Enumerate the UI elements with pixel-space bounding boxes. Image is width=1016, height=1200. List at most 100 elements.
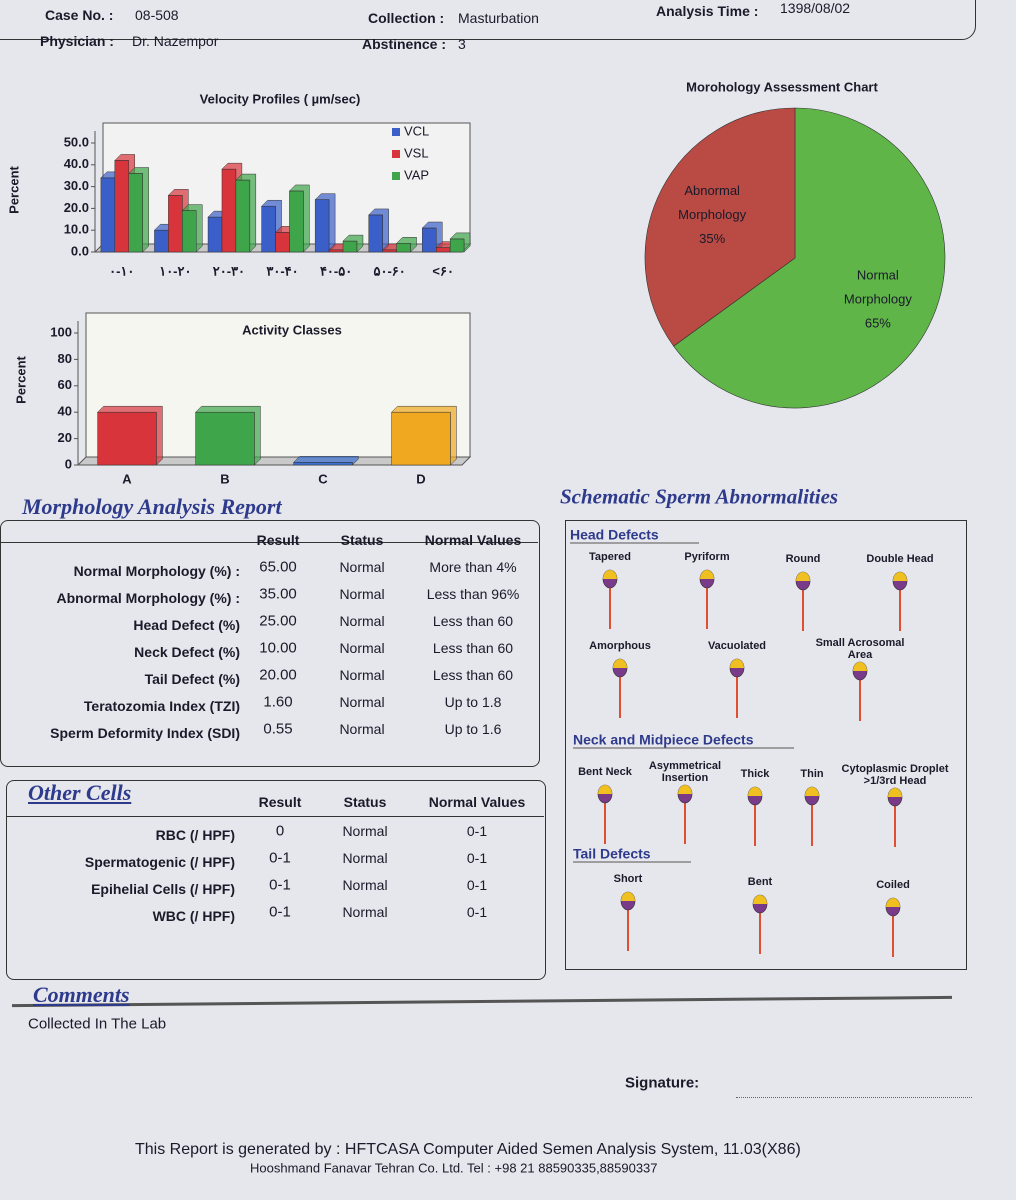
- result: 0-1: [269, 849, 291, 867]
- normal-value: More than 4%: [429, 559, 517, 575]
- sperm-acrosome: [598, 785, 612, 794]
- legend-swatch: [392, 172, 400, 180]
- bar: [235, 179, 251, 253]
- bar-depth: [342, 234, 364, 253]
- value: 08-508: [135, 7, 179, 23]
- column-header: Result: [258, 794, 302, 810]
- sperm-acrosome: [678, 785, 692, 794]
- morphology-box: [0, 520, 540, 767]
- status: Normal: [342, 823, 388, 839]
- value: 3: [458, 36, 466, 52]
- item-label: Bent: [747, 876, 773, 888]
- result: 25.00: [259, 612, 297, 630]
- item-label: Asymmetrical Insertion: [648, 760, 722, 784]
- pie-value-label: 35%: [699, 231, 725, 246]
- bar-depth: [288, 184, 310, 253]
- item-label: Double Head: [866, 553, 934, 565]
- pie-slice: [673, 107, 946, 409]
- y-tick-label: 100: [50, 324, 72, 339]
- y-tick-label: 80: [58, 351, 72, 366]
- column-header: Status: [343, 794, 387, 810]
- status: Normal: [339, 613, 385, 629]
- y-tick-label: 40.0: [64, 156, 89, 171]
- section-heading: Tail Defects: [573, 846, 691, 863]
- normal-value: Less than 60: [432, 640, 514, 656]
- y-tick-label: 0.0: [71, 243, 89, 258]
- item-label: Vacuolated: [707, 640, 767, 652]
- x-tick-label: ۲۰-۳۰: [213, 263, 245, 278]
- section-title: Morphology Analysis Report: [22, 494, 282, 519]
- value: Masturbation: [458, 10, 539, 26]
- y-tick-label: 60: [58, 377, 72, 392]
- bar-depth: [396, 237, 417, 253]
- bar: [154, 229, 169, 253]
- sperm-acrosome: [748, 787, 762, 796]
- item-label: Cytoplasmic Droplet >1/3rd Head: [841, 763, 949, 787]
- status: Normal: [339, 559, 385, 575]
- status: Normal: [339, 694, 385, 710]
- y-axis-label: Percent: [6, 165, 21, 213]
- result: 20.00: [259, 666, 297, 684]
- bar: [275, 232, 290, 253]
- bar: [114, 160, 129, 253]
- x-tick-label: C: [318, 471, 328, 486]
- column-header: Status: [340, 532, 384, 548]
- y-tick-label: 20: [58, 430, 72, 445]
- pie-value-label: 65%: [865, 316, 891, 331]
- table-rule: [6, 816, 544, 817]
- value: Dr. Nazempor: [132, 33, 219, 49]
- item-label: Small Acrosomal Area: [815, 637, 905, 661]
- bar: [182, 210, 197, 253]
- legend-label: VCL: [404, 123, 429, 138]
- bar: [328, 249, 344, 253]
- x-tick-label: ۴۰-۵۰: [320, 263, 352, 278]
- schematic-box: [565, 520, 967, 970]
- bar: [221, 168, 237, 253]
- bar-depth: [235, 173, 257, 253]
- sperm-acrosome: [893, 572, 907, 581]
- bar: [289, 190, 304, 253]
- item-label: Amorphous: [589, 640, 651, 652]
- row-label: Sperm Deformity Index (SDI): [50, 725, 240, 741]
- item-label: Thick: [740, 768, 770, 780]
- label: Collection :: [368, 10, 445, 26]
- status: Normal: [339, 721, 385, 737]
- label: Abstinence :: [362, 36, 447, 52]
- bar: [100, 177, 116, 253]
- bar-depth: [449, 232, 471, 253]
- bar: [261, 205, 276, 253]
- normal-value: 0-1: [466, 904, 488, 920]
- bar: [128, 173, 143, 253]
- result: 35.00: [259, 585, 297, 603]
- status: Normal: [339, 667, 385, 683]
- signature-line: [736, 1097, 972, 1098]
- sperm-acrosome: [853, 662, 867, 671]
- pie-label: Morphology: [678, 207, 746, 222]
- result: 0-1: [269, 903, 291, 921]
- signature-label: Signature:: [625, 1074, 700, 1092]
- bar: [314, 199, 330, 253]
- comment-text: Collected In The Lab: [28, 1015, 167, 1033]
- row-label: Tail Defect (%): [144, 671, 240, 687]
- column-header: Result: [256, 532, 300, 548]
- sperm-acrosome: [621, 892, 635, 901]
- bar: [168, 195, 183, 253]
- normal-value: 0-1: [466, 850, 488, 866]
- bar-depth: [181, 204, 203, 253]
- item-label: Round: [785, 553, 821, 565]
- section-title: Comments: [33, 982, 130, 1007]
- sperm-acrosome: [613, 659, 627, 668]
- legend-label: VAP: [404, 167, 429, 182]
- section-title: Schematic Sperm Abnormalities: [560, 484, 839, 509]
- x-tick-label: A: [122, 471, 132, 486]
- result: 0: [275, 822, 285, 840]
- normal-value: 0-1: [466, 877, 488, 893]
- bar: [436, 247, 451, 253]
- sperm-acrosome: [805, 787, 819, 796]
- legend-label: VSL: [404, 145, 429, 160]
- footer-text: Hooshmand Fanavar Tehran Co. Ltd. Tel : …: [250, 1160, 658, 1176]
- row-label: Normal Morphology (%) :: [73, 563, 240, 579]
- row-label: Spermatogenic (/ HPF): [84, 854, 235, 870]
- item-label: Bent Neck: [578, 766, 632, 778]
